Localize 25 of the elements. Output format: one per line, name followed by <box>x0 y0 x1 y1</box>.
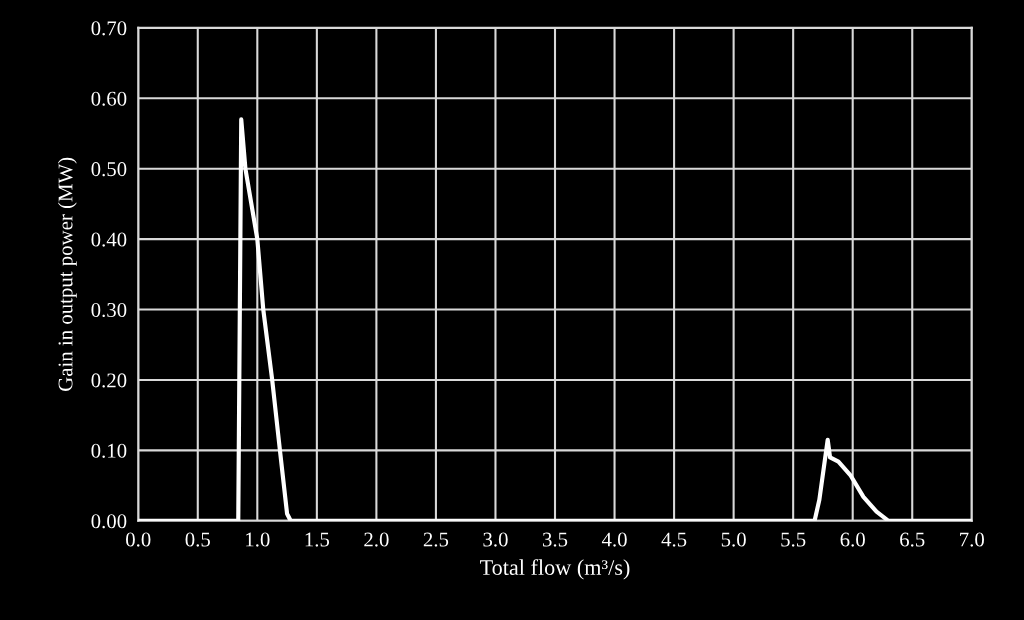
x-tick-label: 2.0 <box>364 532 389 547</box>
y-tick-label: 0.20 <box>91 373 127 388</box>
x-tick-label: 4.5 <box>661 532 687 547</box>
y-tick-label: 0.10 <box>91 443 127 458</box>
x-tick-label: 4.0 <box>601 532 627 547</box>
x-tick-label: 1.0 <box>246 532 270 547</box>
x-tick-label: 3.0 <box>483 532 508 547</box>
y-tick-label: 0.50 <box>91 162 127 177</box>
x-tick-label: 3.5 <box>542 532 568 547</box>
x-tick-label: 1.5 <box>305 532 330 547</box>
x-tick-label: 7.0 <box>960 532 984 547</box>
x-tick-label: 6.5 <box>900 532 925 547</box>
x-tick-label: 6.0 <box>840 532 865 547</box>
y-tick-label: 0.30 <box>91 302 127 318</box>
y-tick-label: 0.00 <box>91 514 127 529</box>
y-tick-label: 0.60 <box>91 91 127 106</box>
y-axis-title: Gain in output power (MW) <box>57 157 77 391</box>
x-tick-label: 0.5 <box>185 532 210 547</box>
x-tick-label: 5.0 <box>721 532 746 547</box>
x-axis-title: Total flow (m³/s) <box>480 559 630 580</box>
y-tick-label: 0.40 <box>91 232 127 247</box>
y-tick-label: 0.70 <box>91 21 127 36</box>
x-tick-label: 0.0 <box>126 532 151 547</box>
x-tick-label: 2.5 <box>423 532 449 547</box>
x-tick-label: 5.5 <box>781 532 806 547</box>
